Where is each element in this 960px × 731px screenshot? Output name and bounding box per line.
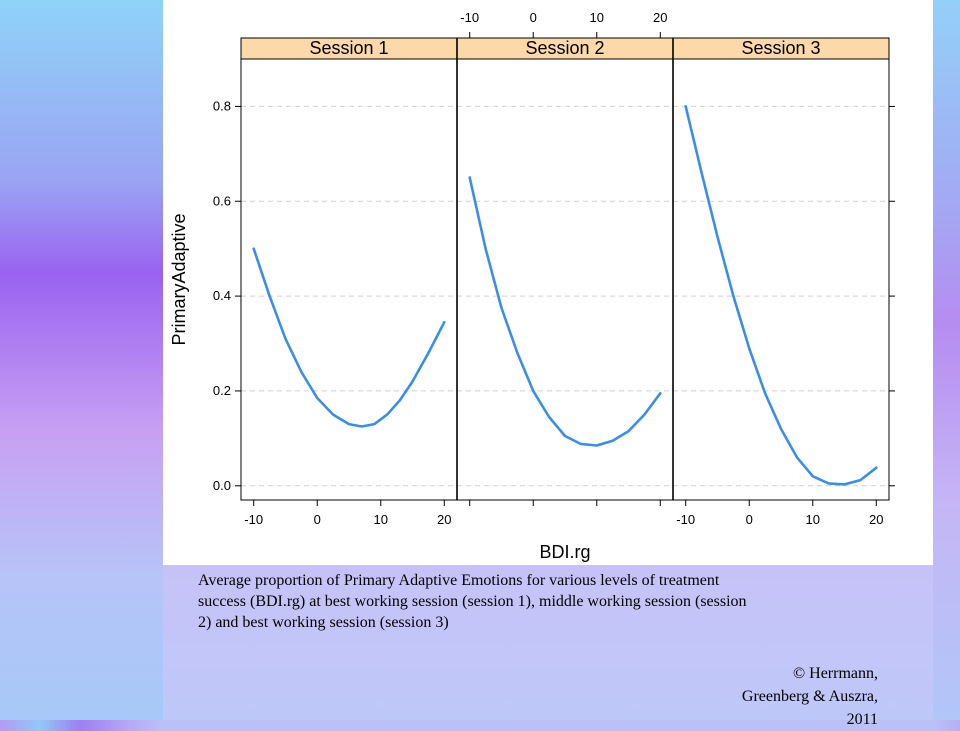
plot-frame	[240, 58, 890, 501]
background-bottom	[163, 565, 933, 720]
y-tick-label-4: 0.8	[213, 98, 231, 113]
y-tick-label-0: 0.0	[213, 478, 231, 493]
x-axis-title: BDI.rg	[539, 542, 590, 562]
x-tick-label-bottom-p3-2: 10	[806, 512, 820, 527]
chart-image: Session 1 Session 2 Session 3 0.0 0.2 0.4 0.6 0…	[163, 0, 933, 565]
series-line-session-3	[684, 105, 878, 486]
x-tick-label-bottom-p1-3: 20	[437, 512, 451, 527]
strip-label-1: Session 1	[309, 38, 388, 58]
credit-line-1: © Herrmann,	[792, 665, 878, 682]
x-tick-label-top-p2-1: 0	[530, 10, 537, 25]
y-tick-label-2: 0.4	[213, 288, 231, 303]
y-tick-label-3: 0.6	[213, 193, 231, 208]
strip-label-2: Session 2	[525, 38, 604, 58]
background-left	[0, 0, 163, 720]
lattice-chart: Session 1 Session 2 Session 3 0.0 0.2 0.4 0.6 0…	[169, 10, 895, 562]
strip-label-3: Session 3	[741, 38, 820, 58]
copyright-credit: © Herrmann, Greenberg & Auszra, 2011	[678, 662, 878, 731]
x-tick-label-top-p2-3: 20	[653, 10, 667, 25]
background-right	[933, 0, 960, 720]
x-tick-label-top-p2-2: 10	[590, 10, 604, 25]
figure-caption: Average proportion of Primary Adaptive E…	[198, 572, 747, 631]
x-tick-label-bottom-p3-3: 20	[869, 512, 883, 527]
x-tick-label-bottom-p1-0: -10	[244, 512, 263, 527]
x-tick-label-bottom-p1-2: 10	[374, 512, 388, 527]
y-tick-label-1: 0.2	[213, 383, 231, 398]
credit-line-2: Greenberg & Auszra,	[741, 688, 878, 705]
series-line-session-1	[252, 247, 446, 428]
x-tick-label-bottom-p3-0: -10	[676, 512, 695, 527]
y-axis-title: PrimaryAdaptive	[169, 213, 189, 345]
x-tick-label-bottom-p1-1: 0	[314, 512, 321, 527]
x-tick-label-top-p2-0: -10	[460, 10, 479, 25]
series-line-session-2	[468, 176, 662, 447]
x-tick-label-bottom-p3-1: 0	[746, 512, 753, 527]
